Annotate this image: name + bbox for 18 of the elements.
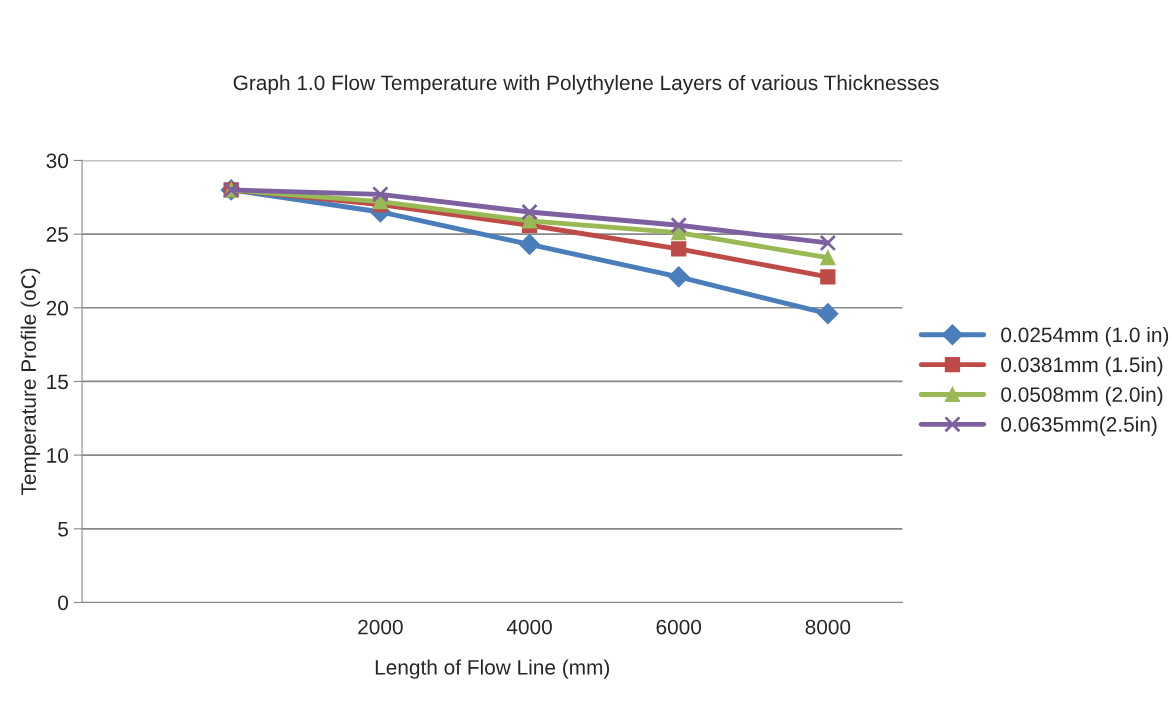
legend-label: 0.0635mm(2.5in): [1001, 416, 1157, 436]
x-tick-label: 4000: [506, 619, 552, 635]
legend-label: 0.0254mm (1.0 in): [1001, 326, 1169, 347]
x-tick-label: 2000: [358, 619, 403, 635]
x-tick-label: 6000: [656, 619, 702, 635]
legend-label: 0.0381mm (1.5in): [1001, 356, 1163, 377]
y-axis-title: Temperature Profile (oC): [20, 268, 41, 496]
y-tick-label: 0: [58, 595, 69, 611]
y-tick-label: 25: [46, 227, 68, 242]
x-axis-title: Length of Flow Line (mm): [375, 659, 610, 679]
legend-label: 0.0508mm (2.0in): [1001, 386, 1163, 407]
y-tick-label: 30: [46, 153, 69, 169]
y-tick-label: 10: [47, 448, 69, 463]
y-tick-label: 15: [47, 374, 68, 390]
y-tick-label: 5: [58, 522, 68, 537]
x-tick-label: 8000: [805, 619, 851, 635]
chart-title: Graph 1.0 Flow Temperature with Polythylene Layers of various Thicknesses: [233, 74, 939, 95]
y-tick-label: 20: [46, 300, 69, 316]
